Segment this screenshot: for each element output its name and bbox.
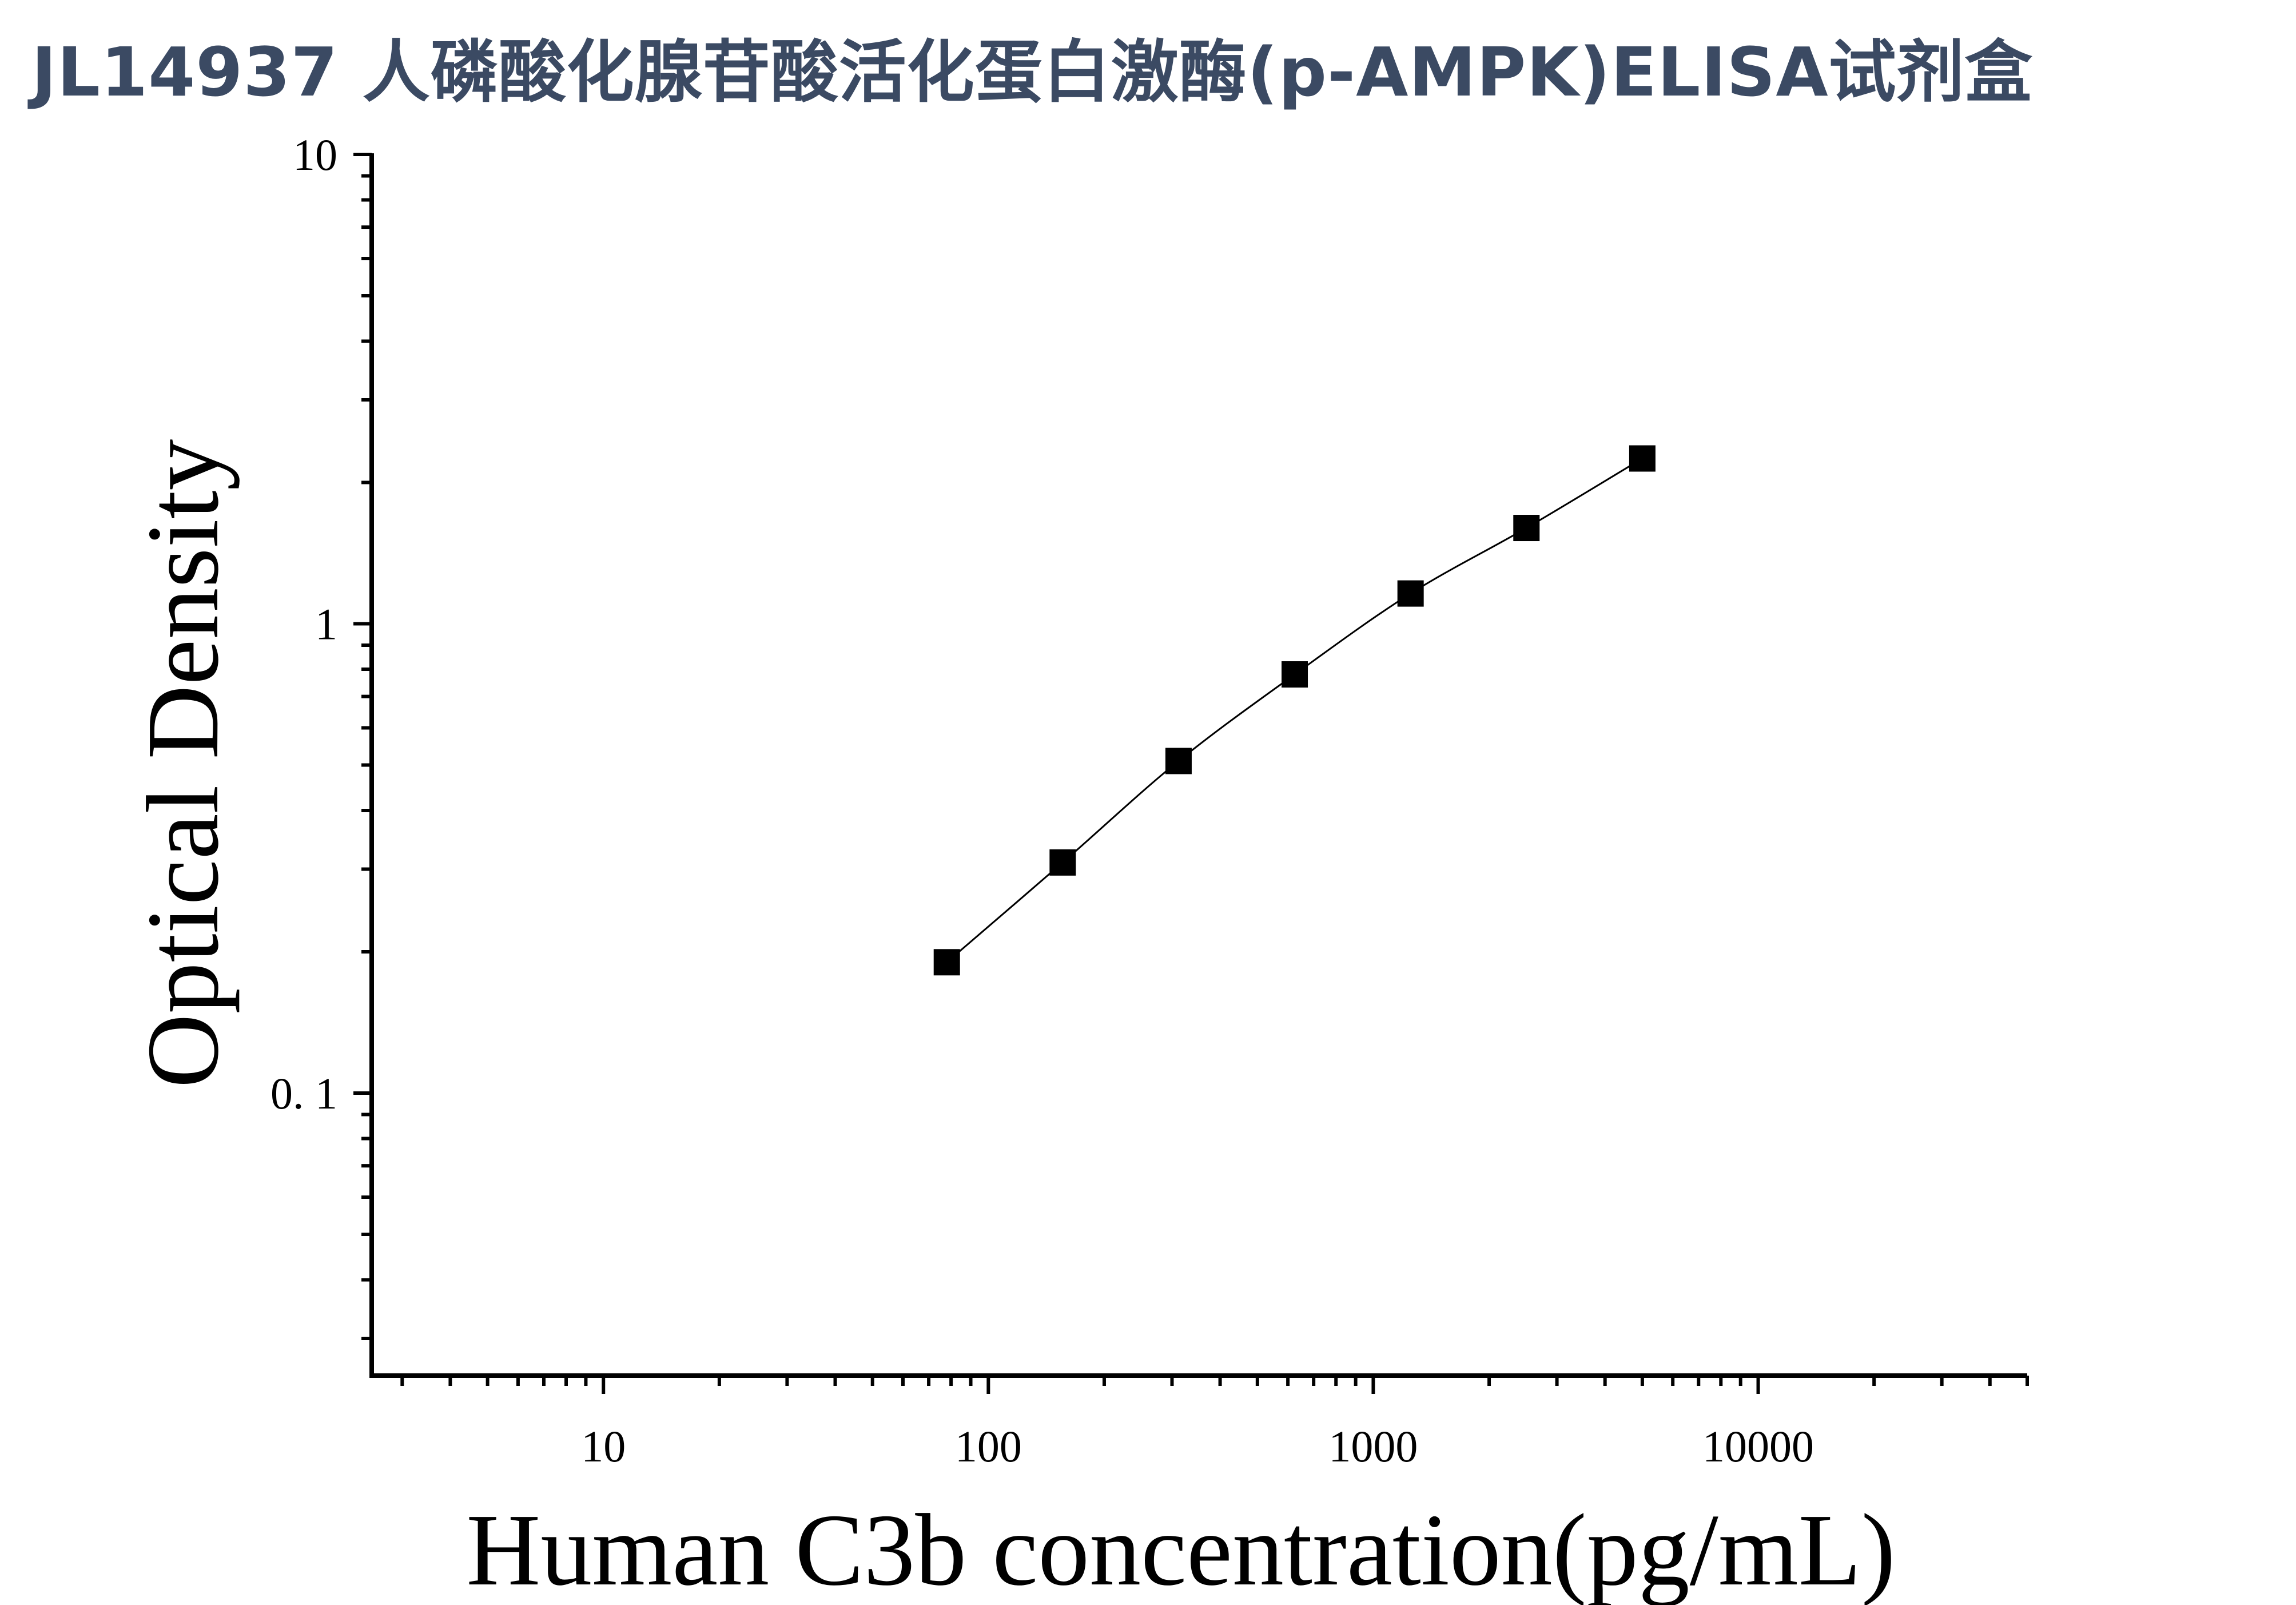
x-axis-label: Human C3b concentration(pg/mL): [466, 1493, 1895, 1605]
data-point: [1629, 445, 1656, 472]
data-point: [933, 949, 960, 976]
axes: [369, 153, 2027, 1378]
chart-title: JL14937 人磷酸化腺苷酸活化蛋白激酶(p-AMPK)ELISA试剂盒: [31, 33, 2033, 112]
x-tick-label: 10000: [1702, 1421, 1814, 1471]
y-axis-label: Optical Density: [126, 439, 240, 1088]
data-point: [1513, 515, 1540, 542]
y-ticks: 0. 1 1 10: [270, 130, 372, 1341]
x-tick-label: 1000: [1328, 1421, 1418, 1471]
y-tick-label: 10: [293, 130, 337, 180]
x-tick-label: 10: [581, 1421, 626, 1471]
data-point: [1397, 580, 1424, 607]
x-tick-label: 100: [955, 1421, 1022, 1471]
data-point: [1165, 748, 1192, 774]
y-tick-label: 0. 1: [270, 1068, 337, 1118]
x-ticks: 10 100 1000 10000: [400, 1376, 2029, 1471]
y-tick-label: 1: [315, 599, 337, 649]
data-point: [1282, 661, 1308, 688]
data-points-group: [933, 445, 1656, 976]
data-point: [1049, 849, 1076, 876]
